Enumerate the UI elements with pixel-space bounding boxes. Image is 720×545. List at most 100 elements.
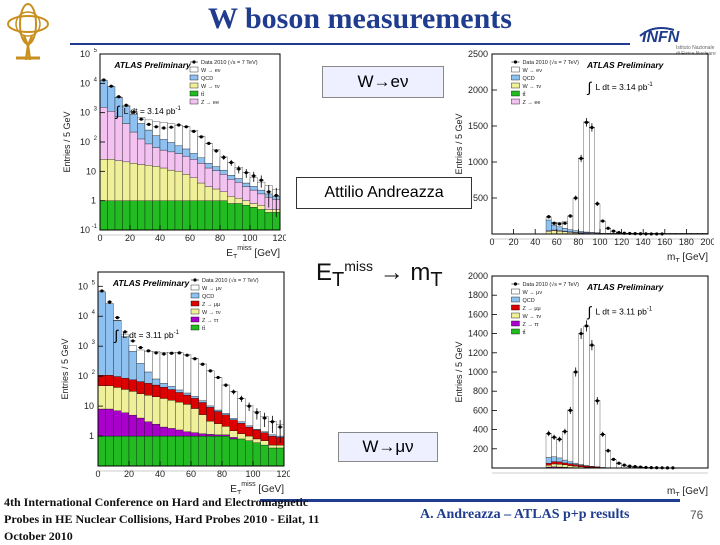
- x-tick-label: 100: [242, 233, 257, 243]
- bin-ttbar: [152, 436, 160, 466]
- x-tick-label: 80: [217, 469, 227, 479]
- y-tick-exponent: 4: [94, 77, 98, 83]
- y-tick-label: 600: [473, 405, 488, 415]
- legend-entry: Data 2010 (√s = 7 TeV): [511, 59, 579, 66]
- svg-text:Data 2010 (√s = 7 TeV): Data 2010 (√s = 7 TeV): [522, 281, 579, 288]
- bin-z_mumu: [176, 392, 184, 402]
- x-tick-label: 60: [185, 233, 195, 243]
- y-tick-label: 10: [78, 311, 88, 321]
- atlas-figure-icon: [2, 2, 54, 64]
- bin-w_lep: [600, 435, 605, 468]
- bin-ttbar: [220, 201, 228, 230]
- y-tick-label: 2500: [468, 49, 488, 59]
- bin-qcd: [168, 143, 176, 152]
- bin-z: [213, 171, 221, 189]
- bin-z: [115, 117, 123, 161]
- footer-conference: 4th International Conference on Hard and…: [4, 494, 404, 545]
- bin-w_lep: [578, 158, 583, 231]
- bin-z_tautau: [129, 415, 137, 436]
- svg-text:tt̄: tt̄: [522, 329, 526, 336]
- bin-qcd: [222, 413, 230, 414]
- bin-w_tau: [190, 178, 198, 201]
- bin-qcd: [557, 227, 562, 231]
- bin-qcd: [258, 190, 266, 194]
- x-tick-label: 100: [245, 469, 260, 479]
- bin-w_tau: [258, 205, 266, 209]
- footer-line-3: October 2010: [4, 528, 404, 545]
- bin-ttbar: [153, 201, 161, 230]
- bin-z_tautau: [145, 422, 153, 436]
- bin-w_lep: [214, 377, 222, 410]
- bin-w_lep: [191, 358, 199, 396]
- atlas-logo: [2, 2, 54, 64]
- bin-z_mumu: [546, 463, 551, 465]
- atlas-label: ATLAS Preliminary: [113, 60, 192, 70]
- y-tick-label: 500: [473, 193, 488, 203]
- bin-z_mumu: [199, 402, 207, 414]
- bin-qcd: [153, 136, 161, 148]
- bin-ttbar: [183, 436, 191, 466]
- bin-z_mumu: [114, 377, 122, 388]
- bin-w_lep: [175, 125, 183, 146]
- bin-qcd: [175, 146, 183, 154]
- y-tick-label: 10: [80, 49, 90, 59]
- svg-text:Z → ee: Z → ee: [201, 100, 219, 106]
- x-tick-label: 20: [509, 237, 519, 247]
- bin-qcd: [557, 458, 562, 462]
- bin-ttbar: [129, 436, 137, 466]
- y-tick-label: 1500: [468, 121, 488, 131]
- bin-w_tau: [175, 171, 183, 200]
- bin-z: [205, 168, 213, 187]
- bin-z_tautau: [160, 427, 168, 436]
- bin-w_tau: [176, 402, 184, 430]
- bin-qcd: [568, 462, 573, 464]
- bin-z_tautau: [168, 428, 176, 436]
- bin-w_tau: [245, 436, 253, 441]
- svg-text:Data 2010 (√s = 7 TeV): Data 2010 (√s = 7 TeV): [201, 59, 258, 66]
- bin-z_mumu: [160, 387, 168, 398]
- bin-qcd: [243, 183, 251, 187]
- x-tick-label: 80: [573, 237, 583, 247]
- bin-ttbar: [115, 201, 123, 230]
- svg-text:Z → ττ: Z → ττ: [202, 318, 219, 324]
- lumi-label: L dt = 3.14 pb-1: [596, 82, 654, 92]
- title-underline: [70, 43, 630, 45]
- bin-ttbar: [106, 436, 114, 466]
- y-axis-title: Entries / 5 GeV: [454, 341, 464, 402]
- bin-qcd: [183, 393, 191, 395]
- bin-z_mumu: [183, 395, 191, 404]
- observables-arrow: → m: [380, 259, 431, 286]
- bin-w_tau: [546, 465, 551, 467]
- bin-qcd: [145, 372, 153, 383]
- y-tick-exponent: 5: [92, 280, 96, 286]
- y-tick-label: 1: [91, 196, 96, 206]
- x-tick-label: 80: [215, 233, 225, 243]
- bin-ttbar: [100, 201, 108, 230]
- bin-qcd: [129, 351, 137, 379]
- bin-ttbar: [183, 201, 191, 230]
- bin-z_mumu: [191, 398, 199, 408]
- bin-z_tautau: [106, 409, 114, 436]
- svg-text:Z → ee: Z → ee: [522, 100, 540, 106]
- bin-qcd: [190, 153, 198, 159]
- bin-z_mumu: [253, 430, 261, 439]
- bin-qcd: [269, 435, 277, 436]
- bin-z_tautau: [214, 435, 222, 436]
- bin-qcd: [138, 124, 146, 139]
- bin-z: [243, 187, 251, 201]
- bin-w_tau: [269, 445, 277, 448]
- bin-w_tau: [207, 421, 215, 434]
- bin-z: [160, 150, 168, 168]
- bin-w_lep: [145, 351, 153, 372]
- bin-w_lep: [190, 130, 198, 153]
- svg-text:QCD: QCD: [201, 76, 213, 82]
- observables-sup: miss: [344, 258, 373, 274]
- bin-ttbar: [245, 441, 253, 466]
- bin-qcd: [220, 170, 228, 174]
- bin-z_tautau: [191, 433, 199, 436]
- y-tick-label: 2000: [468, 271, 488, 281]
- bin-w_tau: [183, 174, 191, 200]
- bin-ttbar: [228, 204, 236, 230]
